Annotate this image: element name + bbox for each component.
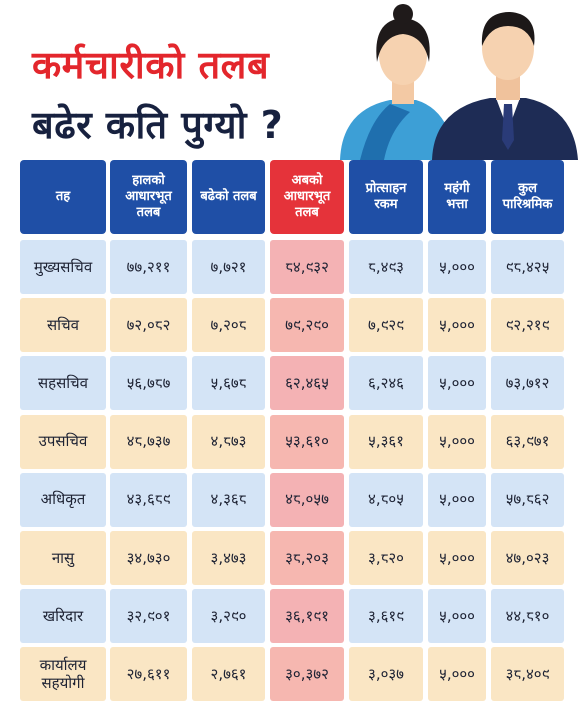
table-cell: ३०,३७२ xyxy=(270,647,344,702)
table-cell: ६३,९७१ xyxy=(491,414,564,469)
table-cell: ३८,२०३ xyxy=(270,531,344,585)
column-header: कुल पारिश्रमिक xyxy=(491,160,564,234)
table-cell: ३८,४०९ xyxy=(491,647,564,702)
table-cell: ५३,६१० xyxy=(270,414,344,469)
title-line1: कर्मचारीको तलब xyxy=(32,43,270,87)
table-cell: ७,७२१ xyxy=(192,240,265,294)
row-label: सहसचिव xyxy=(20,356,106,411)
table-cell: ५,६७८ xyxy=(192,356,265,411)
table-cell: ४८,०५७ xyxy=(270,472,344,527)
table-cell: ९२,२१९ xyxy=(491,298,564,353)
table-cell: ५,००० xyxy=(428,589,486,644)
column-header: प्रोत्साहन रकम xyxy=(349,160,423,234)
table-cell: ८४,९३२ xyxy=(270,240,344,294)
table-cell: ७,९२९ xyxy=(349,298,423,353)
table-cell: ३,२९० xyxy=(192,589,265,644)
table-cell: ५,००० xyxy=(428,647,486,702)
table-cell: ३२,९०१ xyxy=(110,589,187,644)
table-cell: ५,००० xyxy=(428,240,486,294)
table-cell: ७२,०८२ xyxy=(110,298,187,353)
row-label: कार्यालय सहयोगी xyxy=(20,647,106,702)
column-header: हालको आधारभूत तलब xyxy=(110,160,187,234)
table-cell: ४८,७३७ xyxy=(110,414,187,469)
table-cell: ३६,१९१ xyxy=(270,589,344,644)
table-cell: ३,४७३ xyxy=(192,531,265,585)
table-cell: ५,००० xyxy=(428,472,486,527)
table-cell: ७३,७१२ xyxy=(491,356,564,411)
table-cell: २७,६११ xyxy=(110,647,187,702)
table-cell: ४४,८१० xyxy=(491,589,564,644)
table-cell: ६२,४६५ xyxy=(270,356,344,411)
table-cell: ५,००० xyxy=(428,414,486,469)
title-line2: बढेर कति पुग्यो ? xyxy=(32,103,284,147)
table-cell: ७,२०८ xyxy=(192,298,265,353)
table-cell: ४७,०२३ xyxy=(491,531,564,585)
table-cell: ३,६१९ xyxy=(349,589,423,644)
column-header: बढेको तलब xyxy=(192,160,265,234)
table-cell: ४,८०५ xyxy=(349,472,423,527)
table-cell: ८,४९३ xyxy=(349,240,423,294)
table-cell: ३,८२० xyxy=(349,531,423,585)
table-cell: २,७६१ xyxy=(192,647,265,702)
row-label: मुख्यसचिव xyxy=(20,240,106,294)
table-cell: ५,३६१ xyxy=(349,414,423,469)
table-cell: ३४,७३० xyxy=(110,531,187,585)
table-cell: ५,००० xyxy=(428,356,486,411)
table-cell: ९८,४२५ xyxy=(491,240,564,294)
table-cell: ४,८७३ xyxy=(192,414,265,469)
column-header: तह xyxy=(20,160,106,234)
table-cell: ५६,७८७ xyxy=(110,356,187,411)
column-header: अबको आधारभूत तलब xyxy=(270,160,344,234)
row-label: सचिव xyxy=(20,298,106,353)
table-cell: ४३,६८९ xyxy=(110,472,187,527)
table-cell: ३,०३७ xyxy=(349,647,423,702)
table-cell: ७७,२११ xyxy=(110,240,187,294)
row-label: अधिकृत xyxy=(20,472,106,527)
row-label: उपसचिव xyxy=(20,414,106,469)
column-header: महंगी भत्ता xyxy=(428,160,486,234)
table-cell: ५,००० xyxy=(428,298,486,353)
table-cell: ५७,८६२ xyxy=(491,472,564,527)
row-label: खरिदार xyxy=(20,589,106,644)
illustration xyxy=(340,4,578,160)
row-label: नासु xyxy=(20,531,106,585)
table-cell: ४,३६८ xyxy=(192,472,265,527)
table-cell: ६,२४६ xyxy=(349,356,423,411)
table-cell: ७९,२९० xyxy=(270,298,344,353)
table-cell: ५,००० xyxy=(428,531,486,585)
